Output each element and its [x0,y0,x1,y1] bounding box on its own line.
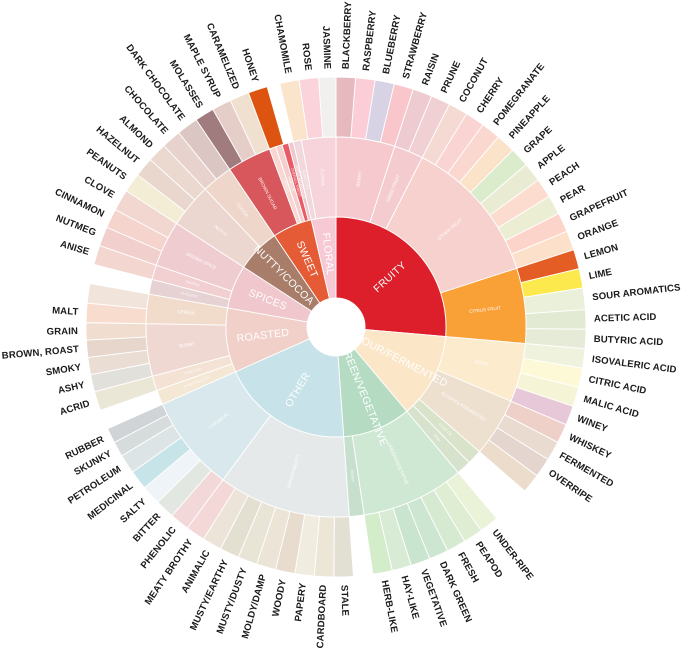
subcategory-label-black-tea: BLACK TEA [302,170,310,191]
subcategory-label-beany: BEANY [350,470,355,483]
descriptor-label-sour-aromatics: SOUR AROMATICS [592,282,682,303]
subcategory-label-floral: FLORAL [319,168,326,187]
descriptor-label-clove: CLOVE [82,174,117,201]
descriptor-label-citric-acid: CITRIC ACID [587,374,647,397]
descriptor-label-pear: PEAR [558,183,587,206]
descriptor-label-fresh: FRESH [455,551,481,585]
descriptor-label-nutmeg: NUTMEG [54,213,97,239]
descriptor-label-grain: GRAIN [47,326,79,338]
descriptor-stale [333,516,354,578]
subcategory-label-citrus-fruit: CITRUS FRUIT [469,305,501,314]
subcategory-label-vanillin: VANILLIN [287,176,296,193]
descriptor-label-malt: MALT [52,305,79,317]
descriptor-label-hay-like: HAY-LIKE [399,574,421,620]
descriptor-label-raisin: RAISIN [420,52,442,87]
descriptor-grain [85,322,147,341]
subcategory-label-raw: RAW [433,434,442,443]
center-hole [307,298,365,356]
descriptor-label-butyric-acid: BUTYRIC ACID [593,334,663,348]
subcategory-label-pepper: PEPPER [185,280,201,288]
descriptor-label-lime: LIME [588,267,614,282]
descriptor-label-herb-like: HERB-LIKE [379,579,400,634]
descriptor-label-pomegranate: POMEGRANATE [491,61,547,128]
category-label-floral: FLORAL [320,232,337,276]
descriptor-label-dark-chocolate: DARK CHOCOLATE [123,43,187,124]
descriptor-label-rose: ROSE [299,43,313,72]
descriptor-label-anise: ANISE [59,239,91,258]
subcategory-label-burnt: BURNT [179,342,196,349]
descriptor-label-papery: PAPERY [293,582,309,623]
descriptor-label-malic-acid: MALIC ACID [582,394,640,421]
descriptor-label-brown-roast: BROWN, ROAST [1,344,79,362]
descriptor-label-raspberry: RASPBERRY [361,9,379,71]
descriptor-label-peach: PEACH [547,160,581,188]
descriptor-label-prune: PRUNE [439,59,463,95]
subcategory-label-berry: BERRY [355,171,362,187]
descriptor-label-isovaleric-acid: ISOVALERIC ACID [591,354,677,376]
tier2-ring [145,136,527,518]
descriptor-label-honey: HONEY [239,47,260,84]
subcategory-label-sour: SOUR [475,359,490,367]
subcategory-label-tobacco: TOBACCO [184,367,202,376]
subcategory-label-vanilla: VANILLA [282,178,291,194]
descriptor-label-winey: WINEY [575,413,609,435]
descriptor-label-stale: STALE [338,585,350,617]
tier1-ring [225,216,447,438]
descriptor-label-woody: WOODY [270,578,289,618]
descriptor-label-blackberry: BLACKBERRY [341,1,355,70]
descriptor-label-blueberry: BLUEBERRY [381,13,404,75]
descriptor-label-cardboard: CARDBOARD [315,584,329,648]
descriptor-label-chamomile: CHAMOMILE [271,13,293,75]
descriptor-label-salty: SALTY [118,496,149,525]
subcategory-label-pungent: PUNGENT [180,291,199,299]
descriptor-label-smoky: SMOKY [45,362,82,379]
descriptor-label-acrid: ACRID [58,398,91,418]
descriptor-label-acetic-acid: ACETIC ACID [594,312,657,325]
descriptor-label-jasmine: JASMINE [320,26,333,70]
descriptor-label-ashy: ASHY [57,380,86,397]
descriptor-label-orange: ORANGE [576,218,620,243]
descriptor-label-apple: APPLE [535,143,568,172]
descriptor-label-lemon: LEMON [583,242,620,262]
subcategory-label-cereal: CEREAL [177,309,196,316]
descriptor-label-meaty-brothy: MEATY BROTHY [143,537,196,607]
